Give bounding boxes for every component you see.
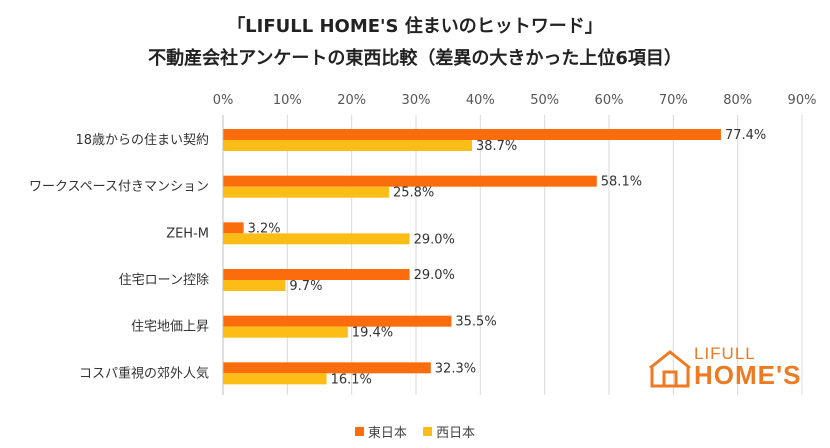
- x-tick-label: 10%: [273, 93, 302, 108]
- x-tick-label: 40%: [466, 93, 495, 108]
- bar-east: [223, 362, 431, 374]
- category-label: ZEH-M: [166, 226, 209, 241]
- legend-swatch-east: [354, 427, 364, 436]
- category-label: 18歳からの住まい契約: [75, 133, 209, 148]
- chart-title-line2: 不動産会社アンケートの東西比較（差異の大きかった上位6項目）: [148, 48, 682, 69]
- data-label-west: 29.0%: [414, 232, 455, 247]
- legend-label-east: 東日本: [367, 426, 407, 441]
- data-label-west: 16.1%: [331, 372, 372, 387]
- data-label-west: 25.8%: [393, 186, 434, 201]
- chart-title-line1: 「LIFULL HOME'S 住まいのヒットワード」: [227, 16, 603, 37]
- category-label: 住宅ローン控除: [119, 273, 209, 288]
- legend-item-east: 東日本: [354, 422, 407, 441]
- legend-label-west: 西日本: [436, 426, 476, 441]
- x-tick-label: 70%: [659, 93, 688, 108]
- data-label-east: 77.4%: [725, 128, 766, 143]
- legend-item-west: 西日本: [423, 422, 475, 441]
- bar-west: [223, 373, 327, 385]
- x-tick-label: 80%: [723, 93, 752, 108]
- bar-east: [223, 129, 721, 140]
- data-label-west: 9.7%: [289, 279, 322, 294]
- data-label-east: 32.3%: [435, 361, 476, 376]
- bar-east: [223, 222, 244, 234]
- x-tick-label: 30%: [402, 93, 431, 108]
- category-label: 住宅地価上昇: [131, 320, 209, 335]
- legend-swatch-west: [423, 427, 433, 436]
- data-label-east: 3.2%: [248, 221, 281, 236]
- data-label-east: 58.1%: [601, 175, 642, 190]
- bar-east: [223, 315, 452, 327]
- lifull-homes-logo: LIFULL HOME'S: [648, 344, 808, 390]
- category-label: ワークスペース付きマンション: [29, 180, 209, 195]
- logo-text-lifull: LIFULL: [694, 344, 756, 363]
- bar-west: [223, 280, 286, 291]
- bar-west: [223, 140, 472, 151]
- x-tick-label: 50%: [530, 93, 559, 108]
- bar-west: [223, 326, 348, 338]
- bar-west: [223, 233, 410, 245]
- x-tick-label: 90%: [788, 93, 817, 108]
- data-label-west: 19.4%: [352, 326, 393, 341]
- category-label: コスパ重視の郊外人気: [79, 365, 209, 381]
- house-logo-icon: [649, 350, 691, 388]
- logo-text-homes: HOME'S: [694, 360, 802, 390]
- bar-east: [223, 175, 597, 187]
- x-tick-label: 60%: [595, 93, 624, 108]
- bar-west: [223, 186, 389, 198]
- data-label-west: 38.7%: [476, 139, 517, 154]
- data-label-east: 29.0%: [414, 268, 455, 283]
- data-label-east: 35.5%: [455, 315, 496, 330]
- x-tick-label: 20%: [337, 93, 366, 108]
- bar-east: [223, 269, 410, 280]
- x-tick-label: 0%: [213, 93, 234, 108]
- chart-legend: 東日本 西日本: [0, 422, 830, 441]
